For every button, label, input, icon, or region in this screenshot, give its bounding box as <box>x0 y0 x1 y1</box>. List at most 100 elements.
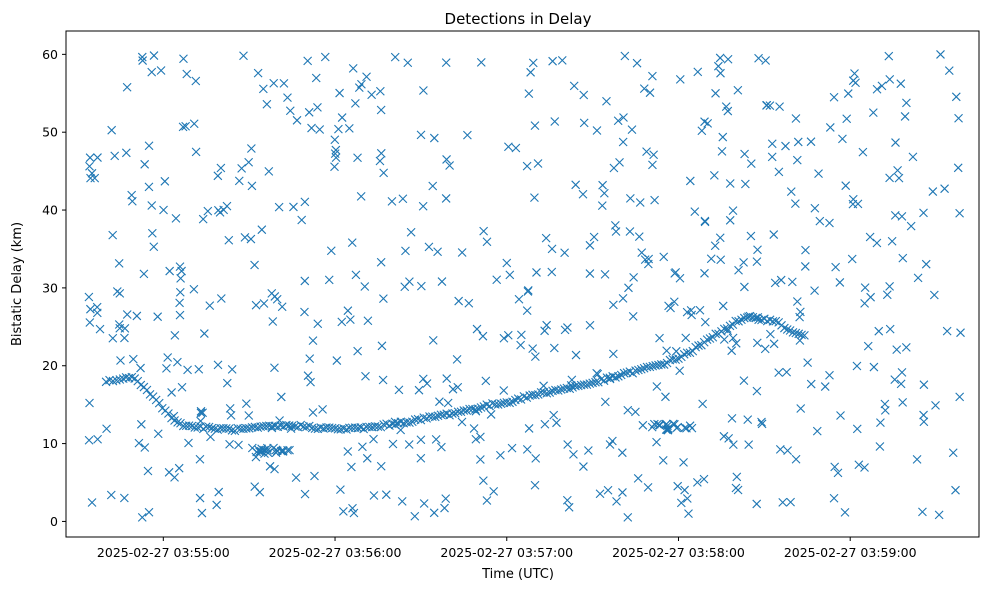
detection-marker <box>699 474 709 484</box>
detection-marker <box>429 133 439 143</box>
detection-marker <box>269 78 279 88</box>
detection-marker <box>367 90 377 100</box>
detection-marker <box>121 148 131 158</box>
detection-marker <box>348 63 358 73</box>
detection-marker <box>892 345 902 354</box>
detection-marker <box>612 496 621 506</box>
detection-marker <box>349 508 359 518</box>
detection-marker <box>476 58 486 67</box>
detection-marker <box>860 283 870 293</box>
detection-marker <box>624 283 633 293</box>
detection-marker <box>406 227 416 237</box>
detection-marker <box>144 182 154 192</box>
detection-marker <box>669 297 679 307</box>
track-marker <box>645 362 655 372</box>
track-marker <box>108 376 118 386</box>
detection-marker <box>268 317 278 326</box>
detection-marker <box>936 50 945 59</box>
track-marker <box>748 312 758 322</box>
detection-marker <box>609 163 619 173</box>
detection-marker <box>448 384 458 394</box>
detection-marker <box>134 438 144 448</box>
detection-marker <box>222 201 232 211</box>
detection-marker <box>362 72 371 82</box>
detection-marker <box>482 237 492 247</box>
detection-marker <box>739 376 749 386</box>
detection-marker <box>239 51 248 61</box>
detection-marker <box>472 324 482 334</box>
detection-marker <box>300 276 310 286</box>
detection-marker <box>170 330 180 340</box>
detection-marker <box>532 268 541 277</box>
detection-marker <box>471 434 481 444</box>
detection-marker <box>164 467 174 477</box>
track-marker <box>193 423 203 432</box>
detection-marker <box>247 181 257 191</box>
detection-marker <box>948 448 958 458</box>
detection-marker <box>578 189 588 199</box>
detection-marker <box>806 379 816 389</box>
track-marker <box>227 425 237 435</box>
detection-marker <box>610 220 620 230</box>
detection-marker <box>549 343 559 353</box>
detection-marker <box>163 353 173 362</box>
detection-marker <box>769 230 779 239</box>
detection-marker <box>441 494 451 504</box>
detection-marker <box>533 159 543 168</box>
track-marker <box>679 349 689 359</box>
detection-marker <box>165 266 175 276</box>
detection-marker <box>305 354 315 364</box>
x-axis: 2025-02-27 03:55:00 2025-02-27 03:56:00 20… <box>97 537 917 560</box>
y-tick-label: 40 <box>42 203 58 218</box>
detection-marker <box>951 92 961 102</box>
detection-marker <box>842 114 852 124</box>
x-tick-label: 2025-02-27 03:59:00 <box>784 545 917 560</box>
detection-marker <box>528 344 538 354</box>
detection-marker <box>718 301 728 311</box>
detection-marker <box>514 294 524 304</box>
track-marker <box>459 406 469 415</box>
x-tick-label: 2025-02-27 03:58:00 <box>612 545 745 560</box>
detection-marker <box>416 130 426 140</box>
detection-marker <box>562 495 572 505</box>
detection-marker <box>300 197 310 207</box>
track-marker <box>390 420 400 430</box>
detection-marker <box>250 260 259 270</box>
detection-marker <box>345 315 355 324</box>
detection-marker <box>303 56 313 66</box>
detection-marker <box>830 462 840 472</box>
track-marker <box>582 380 592 390</box>
detection-marker <box>619 113 628 122</box>
detection-marker <box>721 102 731 111</box>
track-marker <box>505 398 515 408</box>
detection-marker <box>761 56 771 65</box>
detection-marker <box>136 363 145 373</box>
detection-marker <box>872 84 882 94</box>
detection-marker <box>149 51 159 60</box>
detection-marker <box>159 205 168 215</box>
detection-marker <box>441 194 451 203</box>
detection-marker <box>571 350 581 360</box>
track-marker <box>779 323 789 333</box>
track-marker <box>405 418 414 428</box>
detection-marker <box>810 203 820 213</box>
detection-marker <box>107 125 117 135</box>
detection-marker <box>885 281 895 291</box>
x-tick-label: 2025-02-27 03:55:00 <box>97 545 230 560</box>
detection-marker <box>597 201 607 211</box>
detection-marker <box>853 199 863 209</box>
detection-marker <box>114 258 124 268</box>
detection-marker <box>585 320 595 330</box>
detection-marker <box>93 153 102 162</box>
detection-marker <box>255 487 265 497</box>
detection-marker <box>289 202 298 212</box>
detection-marker <box>791 454 801 464</box>
track-marker <box>596 374 606 384</box>
detection-marker <box>428 181 438 191</box>
track-marker <box>513 394 523 404</box>
detection-marker <box>503 330 513 340</box>
detection-marker <box>684 509 693 519</box>
detection-marker <box>775 102 784 111</box>
detection-marker <box>225 404 235 413</box>
